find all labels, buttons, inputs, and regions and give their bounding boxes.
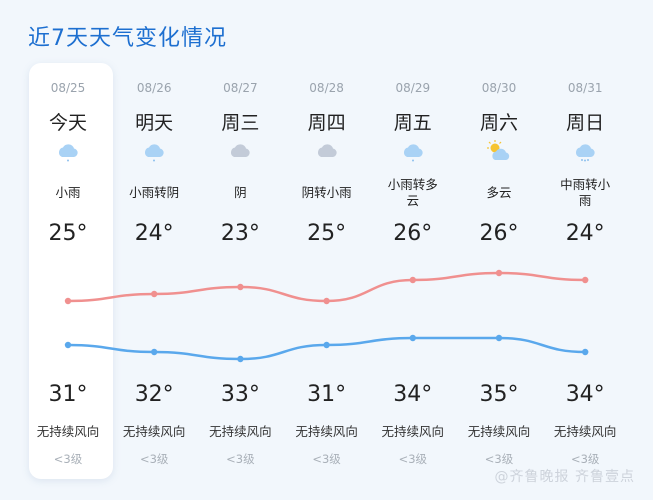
weekday-label: 明天 <box>135 112 174 134</box>
watermark: @齐鲁晚报 齐鲁壹点 <box>494 469 635 485</box>
wind-level: <3级 <box>570 452 600 466</box>
light-rain-icon <box>142 140 166 162</box>
page-title: 近7天天气变化情况 <box>28 26 227 51</box>
wind-level: <3级 <box>312 452 341 466</box>
wind-direction: 无持续风向 <box>467 424 531 439</box>
day-column[interactable]: 08/28 周四 阴转小雨 25° 31° 无持续风向 <3级 <box>284 0 370 500</box>
wind-level: <3级 <box>398 452 428 466</box>
date-label: 08/25 <box>50 81 86 95</box>
low-temp: 23° <box>220 221 260 246</box>
condition-text: 阴 <box>197 176 283 210</box>
weekday-label: 今天 <box>48 112 87 134</box>
weekday-label: 周日 <box>566 112 605 134</box>
high-temp: 31° <box>307 382 347 407</box>
condition-text: 阴转小雨 <box>284 176 370 210</box>
condition-text: 小雨 <box>25 176 111 210</box>
wind-level: <3级 <box>53 452 83 466</box>
weekday-label: 周四 <box>307 112 346 134</box>
wind-direction: 无持续风向 <box>209 424 272 439</box>
high-temp-point <box>237 283 244 291</box>
low-temp-point <box>151 348 158 356</box>
partly-cloudy-icon <box>487 140 511 162</box>
low-temp: 26° <box>479 221 519 246</box>
condition-label: 多云 <box>486 185 512 200</box>
day-column[interactable]: 08/27 周三 阴 23° 33° 无持续风向 <3级 <box>197 0 283 500</box>
low-temp-point <box>64 341 72 349</box>
moderate-rain-icon <box>573 140 597 162</box>
overcast-icon <box>228 140 252 162</box>
high-temp-point <box>151 290 158 298</box>
date-label: 08/26 <box>136 81 172 95</box>
high-temp: 32° <box>134 382 174 407</box>
condition-text: 小雨转多云 <box>370 176 456 210</box>
low-temp: 24° <box>565 221 605 246</box>
high-temp-point <box>495 269 503 277</box>
condition-label: 小雨转多云 <box>387 177 438 208</box>
date-label: 08/27 <box>223 81 258 95</box>
low-temp-point <box>409 334 416 342</box>
low-temp: 25° <box>48 221 88 246</box>
condition-label: 阴 <box>234 185 247 200</box>
high-temp: 34° <box>565 382 605 407</box>
high-temp: 31° <box>48 382 88 407</box>
condition-text: 小雨转阴 <box>111 176 197 210</box>
condition-label: 中雨转小雨 <box>560 177 611 208</box>
weekday-label: 周三 <box>221 112 260 134</box>
high-temp-point <box>64 297 72 305</box>
low-temp-point <box>323 341 330 349</box>
wind-direction: 无持续风向 <box>122 424 186 439</box>
light-rain-icon <box>56 140 80 162</box>
wind-direction: 无持续风向 <box>553 424 617 439</box>
date-label: 08/30 <box>481 81 517 95</box>
condition-label: 阴转小雨 <box>301 185 352 200</box>
date-label: 08/31 <box>567 81 603 95</box>
light-rain-icon <box>401 140 425 162</box>
day-column[interactable]: 08/29 周五 小雨转多云 26° 34° 无持续风向 <3级 <box>370 0 456 500</box>
low-temp: 25° <box>307 221 347 246</box>
low-temp: 24° <box>134 221 174 246</box>
low-temp: 26° <box>393 221 433 246</box>
condition-label: 小雨 <box>55 185 81 200</box>
today-card-highlight <box>29 63 113 479</box>
condition-text: 多云 <box>456 176 542 210</box>
weekday-label: 周六 <box>479 112 518 134</box>
high-temp-point <box>409 276 416 284</box>
date-label: 08/28 <box>309 81 344 95</box>
overcast-icon <box>315 140 339 162</box>
day-column[interactable]: 08/30 周六 多云 26° 35° 无持续风向 <3级 <box>456 0 542 500</box>
condition-label: 小雨转阴 <box>129 185 180 200</box>
low-temp-point <box>237 355 244 363</box>
day-column[interactable]: 08/26 明天 小雨转阴 24° 32° 无持续风向 <3级 <box>111 0 197 500</box>
low-temp-line <box>67 336 586 361</box>
condition-text: 中雨转小雨 <box>542 176 628 210</box>
weekday-label: 周五 <box>393 112 432 134</box>
high-temp-line <box>67 271 586 303</box>
wind-level: <3级 <box>484 452 514 466</box>
wind-level: <3级 <box>226 452 255 466</box>
wind-direction: 无持续风向 <box>295 424 358 439</box>
wind-level: <3级 <box>139 452 169 466</box>
wind-direction: 无持续风向 <box>36 424 100 439</box>
date-label: 08/29 <box>395 81 431 95</box>
low-temp-point <box>495 334 503 342</box>
wind-direction: 无持续风向 <box>381 424 445 439</box>
high-temp: 35° <box>479 382 519 407</box>
day-column[interactable]: 08/31 周日 中雨转小雨 24° 34° 无持续风向 <3级 <box>542 0 628 500</box>
high-temp: 33° <box>220 382 260 407</box>
high-temp: 34° <box>393 382 433 407</box>
high-temp-point <box>582 276 589 284</box>
day-column[interactable]: 08/25 今天 小雨 25° 31° 无持续风向 <3级 <box>25 0 111 500</box>
low-temp-point <box>582 348 589 356</box>
high-temp-point <box>323 297 330 305</box>
